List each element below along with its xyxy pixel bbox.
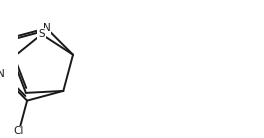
Text: N: N: [43, 23, 50, 33]
Text: S: S: [38, 29, 45, 39]
Text: N: N: [0, 69, 4, 79]
Text: Cl: Cl: [14, 126, 24, 136]
